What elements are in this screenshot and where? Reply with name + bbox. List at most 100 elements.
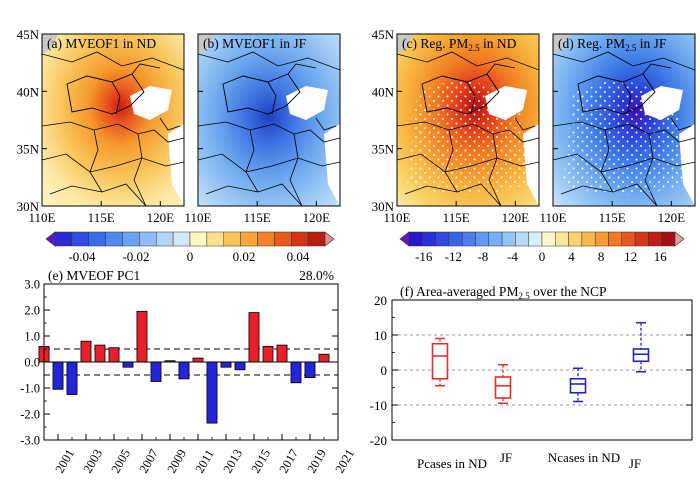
colorbar-cell: [54, 231, 73, 247]
map-title: (c) Reg. PM2.5 in ND: [402, 36, 517, 53]
x-tick-label: 2021: [332, 447, 357, 476]
yellow-sea: [679, 124, 695, 206]
colorbar-cell: [156, 231, 174, 247]
x-tick-label: 120E: [502, 210, 530, 225]
colorbar-cell: [422, 231, 436, 247]
x-tick-label: 2019: [304, 447, 329, 476]
colorbar-tick-label: -12: [445, 249, 462, 264]
colorbar-tick-label: 8: [598, 249, 605, 264]
y-tick-label: 30N: [17, 199, 40, 214]
pc1-bar: [192, 357, 204, 363]
x-tick-label: 2011: [192, 447, 216, 475]
map-title: (b) MVEOF1 in JF: [203, 36, 307, 51]
pc1-bar: [52, 361, 64, 390]
colorbar-max-arrow: [674, 231, 685, 247]
x-tick-label: 2005: [108, 447, 133, 476]
box-2: [494, 364, 512, 404]
map-panel-b: (b) MVEOF1 in JF 110E 115E 120E: [185, 33, 341, 225]
x-tick-label: 2007: [136, 447, 161, 476]
colorbar-tick-label: 4: [568, 249, 575, 264]
colorbar-cell: [488, 231, 503, 247]
x-tick-label: 110E: [540, 210, 567, 225]
field-fill: [198, 34, 340, 206]
y-tick-label: -20: [370, 433, 387, 448]
box-4: [632, 322, 650, 373]
box-iqr: [494, 376, 512, 399]
x-tick-label: 120E: [303, 210, 331, 225]
colorbar-cell: [621, 231, 636, 247]
map-panel-d: (d) Reg. PM2.5 in JF 110E 115E 120E: [540, 33, 696, 225]
x-tick-label: 120E: [147, 210, 175, 225]
y-tick-label: 20: [374, 293, 387, 308]
no-data-region: [397, 34, 413, 54]
x-tick-label: 2013: [220, 447, 245, 476]
colorbar-cell: [240, 231, 258, 247]
colorbar-cell: [139, 231, 157, 247]
pc1-bar: [80, 340, 92, 363]
colorbar-tick-label: 0: [539, 249, 546, 264]
colorbar-cell: [528, 231, 543, 247]
y-tick-label: -3.0: [20, 434, 40, 448]
x-tick-label: 2017: [276, 447, 301, 476]
map-field-c: [397, 34, 539, 206]
colorbar-cell: [172, 231, 191, 247]
x-tick-label: 115E: [599, 210, 626, 225]
x-tick-label: 2001: [52, 447, 77, 476]
bar-title: (e) MVEOF PC1: [48, 268, 140, 283]
box-title: (f) Area-averaged PM2.5 over the NCP: [400, 284, 607, 301]
pc1-bar: [150, 361, 162, 382]
colorbar-cell: [555, 231, 569, 247]
map-frame: [396, 33, 540, 207]
box-3: [569, 367, 587, 403]
colorbar-min-arrow: [45, 231, 56, 247]
map-title: (a) MVEOF1 in ND: [47, 36, 156, 51]
yellow-sea: [523, 124, 539, 206]
x-tick-label: 115E: [443, 210, 470, 225]
y-tick-label: 40N: [17, 84, 40, 99]
colorbar-pm25: -16 -12 -8 -4 0 4 8 12 16: [399, 231, 685, 264]
y-tick-label: 2.0: [24, 304, 40, 318]
pc1-bar: [122, 361, 134, 368]
pc1-bar: [304, 361, 316, 379]
map-panel-c: (c) Reg. PM2.5 in ND 110E 115E 120E 30N 35N 40…: [372, 27, 540, 225]
y-tick-label: 45N: [372, 27, 395, 42]
colorbar-mveof: -0.04 -0.02 0 0.02 0.04: [45, 231, 335, 264]
colorbar-cell: [461, 231, 476, 247]
map-frame: [41, 33, 185, 207]
x-tick-label: 110E: [185, 210, 212, 225]
map-frame: [552, 33, 696, 207]
colorbar-cell: [71, 231, 89, 247]
y-tick-label: 0: [381, 363, 388, 378]
pc1-bar: [178, 361, 190, 380]
box-category-label: JF: [629, 456, 641, 471]
bohai-sea: [641, 86, 683, 120]
colorbar-cell: [568, 231, 583, 247]
pc1-bar: [318, 353, 330, 363]
no-data-region: [42, 34, 58, 54]
colorbar-tick-label: -8: [477, 249, 488, 264]
colorbar-tick-label: -4: [507, 249, 518, 264]
x-tick-label: 115E: [244, 210, 271, 225]
colorbar-cell: [581, 231, 596, 247]
pm25-box-panel: 20 10 0 -10 -20 Pcases in ND JF Ncases in ND JF (…: [370, 284, 693, 471]
box-category-label: Ncases in ND: [548, 450, 620, 465]
pc1-bar: [248, 312, 260, 363]
map-title: (d) Reg. PM2.5 in JF: [558, 36, 667, 53]
y-tick-label: 3.0: [24, 278, 40, 292]
y-tick-label: 45N: [17, 27, 40, 42]
bohai-sea: [286, 86, 328, 120]
pc1-bar: [234, 361, 246, 371]
colorbar-tick-label: 16: [654, 249, 668, 264]
box-category-label: Pcases in ND: [417, 456, 487, 471]
no-data-region: [553, 34, 569, 54]
colorbar-cell: [448, 231, 463, 247]
pc1-bar: [136, 310, 148, 363]
colorbar-cell: [501, 231, 516, 247]
y-tick-label: -2.0: [20, 408, 40, 422]
colorbar-tick-label: 12: [624, 249, 637, 264]
pc1-bar-panel: 3.0 2.0 1.0 0.0 -1.0 -2.0 -3.0 2001 2003 2005 2007…: [20, 268, 357, 476]
box-iqr: [632, 348, 650, 363]
pc1-bar: [108, 347, 120, 363]
map-field-d: [553, 34, 695, 206]
x-tick-label: 115E: [88, 210, 115, 225]
